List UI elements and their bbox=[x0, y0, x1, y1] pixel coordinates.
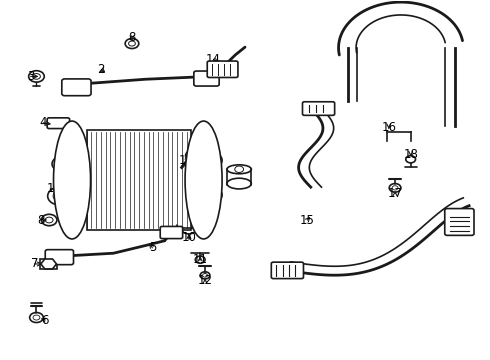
Text: 13: 13 bbox=[179, 154, 194, 167]
Circle shape bbox=[41, 214, 57, 226]
Bar bbox=[87, 130, 192, 230]
Text: 15: 15 bbox=[300, 213, 315, 226]
Text: 2: 2 bbox=[98, 63, 105, 76]
Circle shape bbox=[52, 156, 74, 172]
FancyBboxPatch shape bbox=[207, 61, 238, 77]
Text: 1: 1 bbox=[47, 183, 54, 195]
FancyBboxPatch shape bbox=[445, 208, 474, 235]
Circle shape bbox=[406, 156, 416, 163]
Circle shape bbox=[181, 222, 197, 234]
Circle shape bbox=[125, 39, 139, 49]
Circle shape bbox=[389, 184, 401, 192]
Circle shape bbox=[200, 152, 222, 168]
Circle shape bbox=[48, 187, 72, 205]
Text: 17: 17 bbox=[388, 187, 403, 200]
Text: 5: 5 bbox=[149, 241, 156, 255]
Circle shape bbox=[200, 272, 210, 279]
Text: 16: 16 bbox=[381, 121, 396, 134]
Text: 8: 8 bbox=[38, 213, 45, 226]
Text: 3: 3 bbox=[27, 70, 34, 83]
Text: 10: 10 bbox=[181, 231, 196, 244]
Text: 18: 18 bbox=[403, 148, 418, 161]
Circle shape bbox=[29, 71, 44, 82]
FancyBboxPatch shape bbox=[302, 102, 335, 115]
Circle shape bbox=[196, 256, 205, 263]
FancyBboxPatch shape bbox=[194, 71, 219, 86]
Text: 8: 8 bbox=[128, 31, 136, 44]
Ellipse shape bbox=[185, 121, 222, 239]
Text: 9: 9 bbox=[188, 177, 195, 190]
Text: 14: 14 bbox=[206, 53, 221, 66]
Text: 4: 4 bbox=[40, 116, 47, 129]
Text: 6: 6 bbox=[42, 314, 49, 327]
FancyBboxPatch shape bbox=[271, 262, 303, 279]
FancyBboxPatch shape bbox=[160, 226, 183, 239]
Circle shape bbox=[200, 187, 222, 203]
FancyBboxPatch shape bbox=[45, 249, 74, 265]
Text: 7: 7 bbox=[31, 257, 38, 270]
Text: 11: 11 bbox=[193, 253, 208, 266]
FancyBboxPatch shape bbox=[40, 258, 57, 269]
FancyBboxPatch shape bbox=[62, 79, 91, 96]
Circle shape bbox=[30, 312, 43, 323]
FancyBboxPatch shape bbox=[47, 118, 70, 129]
Text: 12: 12 bbox=[197, 274, 213, 287]
Ellipse shape bbox=[53, 121, 91, 239]
